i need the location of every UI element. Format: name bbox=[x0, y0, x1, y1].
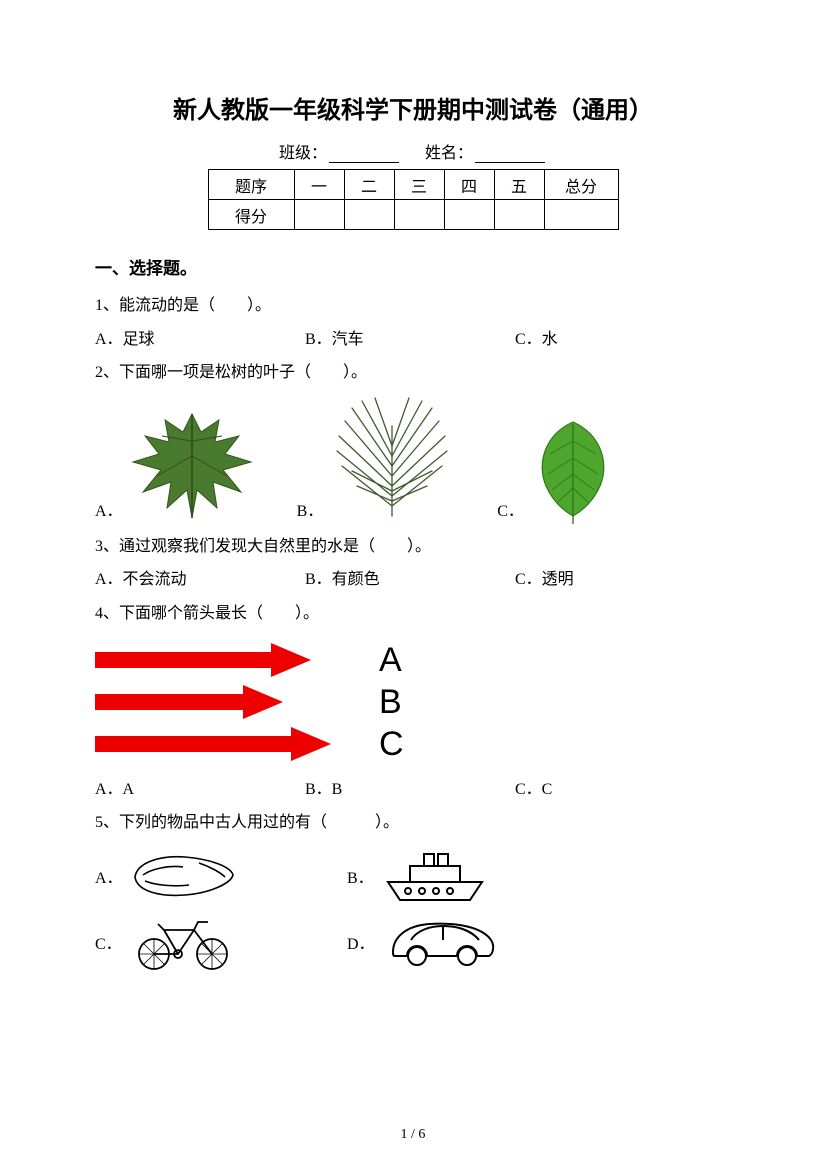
stone-axe-icon bbox=[129, 849, 239, 903]
score-col-total: 总分 bbox=[544, 170, 618, 200]
section-1-heading: 一、选择题。 bbox=[95, 254, 731, 279]
bicycle-icon bbox=[128, 912, 238, 972]
score-row-label: 得分 bbox=[208, 200, 294, 230]
q3-option-c[interactable]: C．透明 bbox=[515, 563, 731, 597]
poplar-leaf-icon bbox=[528, 416, 618, 526]
ship-icon bbox=[380, 846, 490, 906]
student-info-row: 班级： 姓名： bbox=[95, 139, 731, 163]
name-blank[interactable] bbox=[475, 145, 545, 163]
q5-option-d[interactable]: D． bbox=[347, 914, 587, 970]
q4-arrow-label-b: B bbox=[379, 681, 404, 723]
q2-c-label: C． bbox=[497, 504, 524, 520]
q2-text: 2、下面哪一项是松树的叶子（ ）。 bbox=[95, 356, 731, 390]
q5-row-2: C． D． bbox=[95, 912, 731, 972]
q3-option-b[interactable]: B．有颜色 bbox=[305, 563, 515, 597]
pine-needles-icon bbox=[327, 396, 457, 526]
q4-arrow-label-c: C bbox=[379, 723, 404, 765]
q1-option-c[interactable]: C．水 bbox=[515, 323, 731, 357]
q5-option-a[interactable]: A． bbox=[95, 849, 335, 903]
q2-option-c[interactable]: C． bbox=[497, 416, 618, 526]
q4-arrow-label-a: A bbox=[379, 639, 404, 681]
q5-text: 5、下列的物品中古人用过的有（ ）。 bbox=[95, 806, 731, 840]
score-col-2: 二 bbox=[344, 170, 394, 200]
q5-d-label: D． bbox=[347, 930, 375, 954]
q4-arrow-labels: A B C bbox=[379, 639, 404, 765]
q4-options: A．A B．B C．C bbox=[95, 773, 731, 807]
q4-option-c[interactable]: C．C bbox=[515, 773, 731, 807]
score-table: 题序 一 二 三 四 五 总分 得分 bbox=[208, 169, 619, 230]
maple-leaf-icon bbox=[127, 406, 257, 526]
car-icon bbox=[381, 914, 501, 970]
score-col-5: 五 bbox=[494, 170, 544, 200]
q3-option-a[interactable]: A．不会流动 bbox=[95, 563, 305, 597]
score-cell[interactable] bbox=[544, 200, 618, 230]
score-header-label: 题序 bbox=[208, 170, 294, 200]
q4-arrows-column bbox=[95, 639, 335, 765]
q2-a-label: A． bbox=[95, 504, 123, 520]
q5-c-label: C． bbox=[95, 930, 122, 954]
q5-row-1: A． B． bbox=[95, 846, 731, 906]
class-label: 班级： bbox=[279, 145, 327, 162]
score-table-header-row: 题序 一 二 三 四 五 总分 bbox=[208, 170, 618, 200]
page: 新人教版一年级科学下册期中测试卷（通用） 班级： 姓名： 题序 一 二 三 四 … bbox=[0, 0, 826, 1169]
score-cell[interactable] bbox=[294, 200, 344, 230]
q3-options: A．不会流动 B．有颜色 C．透明 bbox=[95, 563, 731, 597]
q1-option-a[interactable]: A．足球 bbox=[95, 323, 305, 357]
score-cell[interactable] bbox=[494, 200, 544, 230]
q5-a-label: A． bbox=[95, 864, 123, 888]
q1-text: 1、能流动的是（ ）。 bbox=[95, 289, 731, 323]
q5-option-c[interactable]: C． bbox=[95, 912, 335, 972]
q5-option-b[interactable]: B． bbox=[347, 846, 587, 906]
q4-arrows: A B C bbox=[95, 639, 731, 765]
arrow-c-icon bbox=[95, 723, 335, 765]
score-col-3: 三 bbox=[394, 170, 444, 200]
class-blank[interactable] bbox=[329, 145, 399, 163]
score-table-score-row: 得分 bbox=[208, 200, 618, 230]
q5-b-label: B． bbox=[347, 864, 374, 888]
score-col-1: 一 bbox=[294, 170, 344, 200]
q2-b-label: B． bbox=[297, 504, 324, 520]
score-cell[interactable] bbox=[394, 200, 444, 230]
name-label: 姓名： bbox=[425, 145, 473, 162]
score-cell[interactable] bbox=[444, 200, 494, 230]
q4-text: 4、下面哪个箭头最长（ ）。 bbox=[95, 597, 731, 631]
page-number: 1 / 6 bbox=[0, 1127, 826, 1143]
page-title: 新人教版一年级科学下册期中测试卷（通用） bbox=[95, 90, 731, 125]
q2-option-a[interactable]: A． bbox=[95, 406, 257, 526]
q2-image-options: A． B． bbox=[95, 396, 731, 526]
arrow-a-icon bbox=[95, 639, 335, 681]
q1-option-b[interactable]: B．汽车 bbox=[305, 323, 515, 357]
q4-option-a[interactable]: A．A bbox=[95, 773, 305, 807]
score-cell[interactable] bbox=[344, 200, 394, 230]
q2-option-b[interactable]: B． bbox=[297, 396, 458, 526]
score-col-4: 四 bbox=[444, 170, 494, 200]
q1-options: A．足球 B．汽车 C．水 bbox=[95, 323, 731, 357]
arrow-b-icon bbox=[95, 681, 335, 723]
q4-option-b[interactable]: B．B bbox=[305, 773, 515, 807]
q3-text: 3、通过观察我们发现大自然里的水是（ ）。 bbox=[95, 530, 731, 564]
